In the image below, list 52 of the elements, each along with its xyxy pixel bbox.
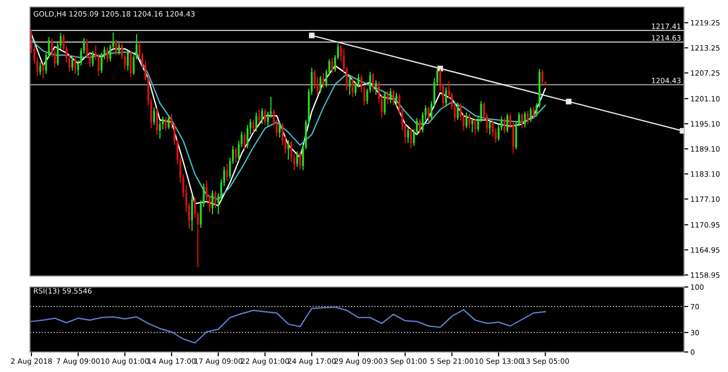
candlestick xyxy=(156,108,158,136)
candlestick xyxy=(532,106,535,118)
candlestick xyxy=(244,132,246,150)
candlestick xyxy=(296,150,298,168)
candlestick xyxy=(322,72,324,89)
candlestick xyxy=(71,56,74,72)
candlestick xyxy=(106,46,108,63)
candlestick xyxy=(264,108,266,126)
candlestick xyxy=(320,75,322,94)
candlestick xyxy=(299,150,302,170)
candlestick xyxy=(118,42,120,56)
candlestick xyxy=(214,190,216,208)
line-series xyxy=(30,306,546,344)
candlestick xyxy=(252,119,254,134)
candlestick xyxy=(524,111,526,128)
candlestick xyxy=(258,108,260,124)
candlestick xyxy=(115,39,118,56)
candlestick xyxy=(212,190,214,215)
candlestick xyxy=(261,108,264,125)
candlestick xyxy=(541,69,544,85)
candlestick xyxy=(191,194,193,232)
candlestick xyxy=(521,112,523,129)
point xyxy=(308,32,315,38)
candlestick xyxy=(234,146,237,164)
candlestick xyxy=(226,163,228,182)
candlestick xyxy=(428,106,430,123)
point xyxy=(680,128,684,134)
candlestick xyxy=(287,139,290,160)
candlestick xyxy=(352,76,354,98)
candlestick xyxy=(407,126,410,144)
candlestick xyxy=(42,62,44,79)
candlestick xyxy=(468,113,470,129)
candlestick xyxy=(410,128,412,149)
candlestick xyxy=(488,118,491,136)
candlestick xyxy=(168,115,170,130)
candlestick xyxy=(331,57,334,74)
candlestick xyxy=(506,113,508,134)
candlestick xyxy=(158,120,161,140)
candlestick xyxy=(471,117,474,134)
candlestick xyxy=(372,72,374,92)
candlestick xyxy=(466,112,468,129)
candlestick xyxy=(278,121,281,138)
candlestick xyxy=(503,117,506,134)
candlestick xyxy=(445,86,447,106)
candlestick xyxy=(390,88,392,104)
candlestick xyxy=(153,106,156,126)
candlestick xyxy=(126,50,129,72)
candlestick xyxy=(392,89,394,106)
candlestick xyxy=(395,92,398,108)
candlestick xyxy=(386,90,389,105)
candlestick xyxy=(375,80,377,96)
point xyxy=(566,98,572,104)
